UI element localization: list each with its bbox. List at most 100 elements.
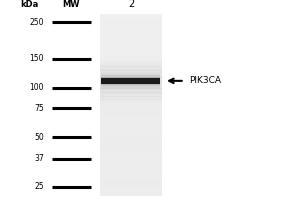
Bar <box>100 115 162 121</box>
Bar <box>100 125 162 128</box>
Bar <box>100 119 162 121</box>
Bar <box>100 123 162 125</box>
Bar <box>100 99 162 101</box>
Bar <box>100 176 162 178</box>
Bar <box>100 28 162 30</box>
Bar <box>100 161 162 167</box>
Bar <box>100 21 162 23</box>
Bar <box>100 91 162 93</box>
Bar <box>100 169 162 171</box>
Text: 150: 150 <box>30 54 44 63</box>
Bar <box>100 179 162 184</box>
Text: 250: 250 <box>30 18 44 27</box>
Bar <box>100 96 162 98</box>
Bar <box>100 86 162 87</box>
Bar <box>100 71 162 73</box>
Bar <box>100 68 162 69</box>
Bar <box>100 150 162 156</box>
Bar <box>100 69 162 71</box>
Bar <box>100 160 162 162</box>
Bar <box>100 101 162 102</box>
Bar <box>100 180 162 182</box>
Bar <box>101 78 160 84</box>
Bar <box>100 155 162 157</box>
Bar <box>100 96 162 98</box>
Bar <box>100 110 162 115</box>
Bar <box>100 139 162 141</box>
Bar <box>100 148 162 150</box>
Bar <box>100 80 162 82</box>
Bar <box>100 187 162 189</box>
Bar <box>100 59 162 62</box>
Bar <box>100 23 162 25</box>
Bar <box>100 70 162 72</box>
Bar <box>100 48 162 50</box>
Bar <box>101 72 160 90</box>
Bar <box>100 64 162 65</box>
Bar <box>100 92 162 94</box>
Bar <box>100 173 162 179</box>
Bar <box>100 80 162 82</box>
Bar <box>100 73 162 75</box>
Bar <box>100 79 162 80</box>
Bar <box>100 14 162 16</box>
Bar <box>100 112 162 114</box>
Bar <box>100 92 162 98</box>
Bar <box>100 62 162 64</box>
Bar <box>100 167 162 173</box>
Bar <box>100 57 162 60</box>
Bar <box>100 127 162 133</box>
Bar <box>100 185 162 187</box>
Bar <box>100 19 162 21</box>
Bar <box>100 25 162 28</box>
Bar <box>100 98 162 100</box>
Text: 50: 50 <box>34 133 44 142</box>
Bar <box>100 95 162 97</box>
Bar <box>100 153 162 155</box>
Bar <box>100 141 162 144</box>
Bar <box>100 61 162 62</box>
Bar <box>100 194 162 196</box>
Bar <box>100 121 162 123</box>
Text: 75: 75 <box>34 104 44 113</box>
Bar <box>100 75 162 78</box>
Bar <box>100 87 162 89</box>
Bar <box>100 30 162 32</box>
Bar <box>100 190 162 196</box>
Bar <box>100 182 162 185</box>
Bar <box>100 53 162 55</box>
Bar <box>100 164 162 166</box>
Bar <box>100 173 162 176</box>
Bar <box>101 74 160 88</box>
Bar <box>100 100 162 103</box>
Text: 100: 100 <box>30 83 44 92</box>
Bar <box>100 64 162 66</box>
Bar <box>100 166 162 169</box>
Bar <box>100 41 162 44</box>
Bar <box>100 184 162 190</box>
Bar <box>100 103 162 105</box>
Bar <box>100 156 162 161</box>
Bar <box>100 114 162 116</box>
Bar <box>100 162 162 164</box>
Bar <box>100 69 162 71</box>
Bar <box>100 107 162 110</box>
Text: kDa: kDa <box>20 0 39 9</box>
Bar <box>100 55 162 57</box>
Bar <box>100 98 162 100</box>
Bar <box>100 178 162 180</box>
Bar <box>100 34 162 37</box>
Bar <box>100 85 162 87</box>
Bar <box>100 16 162 19</box>
Bar <box>100 130 162 132</box>
Bar <box>100 39 162 41</box>
Bar <box>100 66 162 69</box>
Text: PIK3CA: PIK3CA <box>189 76 221 85</box>
Bar <box>100 32 162 34</box>
Bar <box>100 88 162 90</box>
Bar <box>100 191 162 194</box>
Bar <box>100 157 162 160</box>
Bar <box>100 81 162 87</box>
Bar <box>100 77 162 79</box>
Bar <box>100 138 162 144</box>
